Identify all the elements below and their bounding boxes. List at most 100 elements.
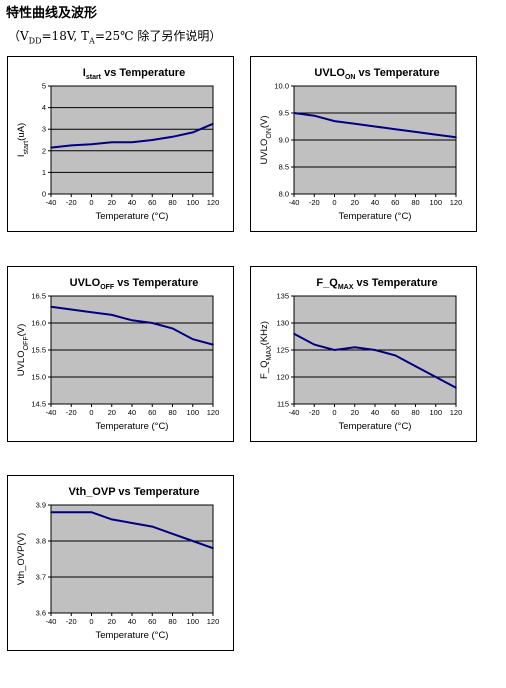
y-axis-label-rest: (V) bbox=[16, 533, 27, 546]
chart-istart: Istart vs Temperature 0 1 2 3 4 5 -40 -20 0 20 40 60… bbox=[16, 67, 220, 222]
y-axis-label-main: UVLO bbox=[16, 350, 27, 376]
tick-label-x: 80 bbox=[411, 198, 419, 207]
data-point bbox=[414, 131, 417, 133]
data-point bbox=[293, 112, 295, 114]
tick-label-y: 16.0 bbox=[31, 319, 46, 328]
tick-label-x: -20 bbox=[66, 198, 77, 207]
y-axis-label-main: F_Q bbox=[259, 360, 270, 378]
tick-label-x: 20 bbox=[351, 408, 359, 417]
y-axis-label-main: UVLO bbox=[259, 139, 270, 165]
data-point bbox=[212, 547, 214, 549]
tick-label-y: 1 bbox=[42, 168, 46, 177]
tick-label-x: 60 bbox=[391, 408, 399, 417]
tick-label-y: 15.5 bbox=[31, 346, 46, 355]
tick-label-y: 3.8 bbox=[36, 537, 46, 546]
chart-title: UVLOON vs Temperature bbox=[314, 67, 439, 81]
data-point bbox=[131, 319, 133, 322]
tick-label-x: 100 bbox=[429, 408, 442, 417]
tick-label-y: 15.0 bbox=[31, 373, 46, 382]
data-point bbox=[70, 308, 73, 311]
chart-title-rest: vs Temperature bbox=[353, 277, 437, 289]
tick-label-x: 100 bbox=[186, 408, 199, 417]
chart-title-rest: vs Temperature bbox=[115, 486, 199, 498]
chart-fq-max: F_QMAX vs Temperature115120125130135-40-… bbox=[259, 277, 463, 432]
data-point bbox=[171, 135, 174, 138]
tick-label-x: -40 bbox=[289, 198, 300, 207]
y-axis-label: UVLOOFF(V) bbox=[16, 324, 30, 377]
chart-title: F_QMAX vs Temperature bbox=[316, 277, 437, 291]
data-point bbox=[110, 141, 113, 143]
tick-label-x: 120 bbox=[450, 408, 463, 417]
tick-label-y: 8.0 bbox=[279, 190, 289, 199]
tick-label-x: 0 bbox=[332, 408, 336, 417]
tick-label-y: 8.5 bbox=[279, 163, 289, 172]
tick-label-x: 60 bbox=[148, 198, 156, 207]
tick-label-y: 135 bbox=[276, 292, 289, 301]
data-point bbox=[110, 314, 113, 316]
y-axis-label-sub: OFF bbox=[23, 336, 30, 350]
tick-label-y: 115 bbox=[277, 400, 289, 409]
data-point bbox=[333, 120, 336, 122]
chart-panel-fq-max: F_QMAX vs Temperature 115 120 125 130 135 -40-… bbox=[250, 266, 477, 442]
tick-label-x: 40 bbox=[371, 408, 379, 417]
data-point bbox=[50, 146, 52, 149]
y-axis-label-main: Vth_OVP bbox=[16, 546, 27, 586]
tick-label-x: 0 bbox=[89, 617, 93, 626]
y-axis-label: Istart(uA) bbox=[16, 123, 30, 157]
y-axis-label-sub: start bbox=[23, 141, 30, 155]
data-point bbox=[394, 128, 397, 130]
data-point bbox=[212, 343, 214, 346]
tick-label-x: 60 bbox=[148, 408, 156, 417]
chart-uvlo-on: UVLOON vs Temperature8.08.59.09.510.0-40… bbox=[259, 67, 463, 222]
data-point bbox=[171, 533, 174, 535]
tick-label-x: 40 bbox=[371, 198, 379, 207]
data-point bbox=[353, 346, 356, 349]
data-point bbox=[414, 365, 417, 367]
data-point bbox=[191, 338, 194, 340]
tick-label-x: 80 bbox=[168, 617, 176, 626]
y-axis-label-rest: (uA) bbox=[16, 123, 27, 141]
tick-label-x: 100 bbox=[186, 198, 199, 207]
chart-title-sub: ON bbox=[345, 74, 356, 81]
tick-label-y: 3.9 bbox=[36, 501, 46, 510]
tick-label-x: 40 bbox=[128, 408, 136, 417]
tick-label-y: 10.0 bbox=[274, 82, 289, 91]
tick-label-y: 3.7 bbox=[36, 573, 46, 582]
tick-label-x: 120 bbox=[207, 617, 220, 626]
tick-label-y: 130 bbox=[276, 319, 289, 328]
data-point bbox=[90, 143, 93, 146]
tick-label-x: -20 bbox=[66, 408, 77, 417]
tick-label-x: 120 bbox=[450, 198, 463, 207]
data-point bbox=[50, 511, 52, 513]
y-axis-label-sub: ON bbox=[266, 128, 273, 139]
data-point bbox=[374, 125, 376, 128]
data-point bbox=[110, 518, 113, 521]
tick-label-y: 125 bbox=[276, 346, 289, 355]
chart-panel-uvlo-off: UVLOOFF vs Temperature 14.5 15.0 15.5 16.0 16… bbox=[7, 266, 234, 442]
y-axis-label: Vth_OVP(V) bbox=[16, 533, 27, 585]
tick-label-x: -20 bbox=[66, 617, 77, 626]
tick-label-x: 120 bbox=[207, 198, 220, 207]
data-point bbox=[333, 349, 336, 351]
x-axis-label: Temperature (°C) bbox=[96, 211, 169, 222]
tick-label-x: -20 bbox=[309, 408, 320, 417]
tick-label-x: 0 bbox=[89, 198, 93, 207]
tick-label-x: -40 bbox=[46, 198, 57, 207]
chart-title-rest: vs Temperature bbox=[114, 277, 198, 289]
tick-label-x: 80 bbox=[168, 408, 176, 417]
y-axis-label-rest: (V) bbox=[16, 324, 27, 337]
tick-label-x: 80 bbox=[411, 408, 419, 417]
chart-title-rest: vs Temperature bbox=[101, 67, 185, 79]
tick-label-x: 100 bbox=[429, 198, 442, 207]
tick-label-x: 0 bbox=[89, 408, 93, 417]
chart-title: UVLOOFF vs Temperature bbox=[70, 277, 199, 291]
tick-label-y: 3.6 bbox=[36, 609, 46, 618]
tick-label-x: 60 bbox=[148, 617, 156, 626]
chart-title-main: Vth_OVP bbox=[68, 486, 115, 498]
tick-label-x: 60 bbox=[391, 198, 399, 207]
y-axis-label: F_QMAX(KHz) bbox=[259, 321, 273, 379]
tick-label-x: 0 bbox=[332, 198, 336, 207]
data-point bbox=[455, 136, 457, 139]
data-point bbox=[313, 114, 316, 117]
tick-label-x: 120 bbox=[207, 408, 220, 417]
